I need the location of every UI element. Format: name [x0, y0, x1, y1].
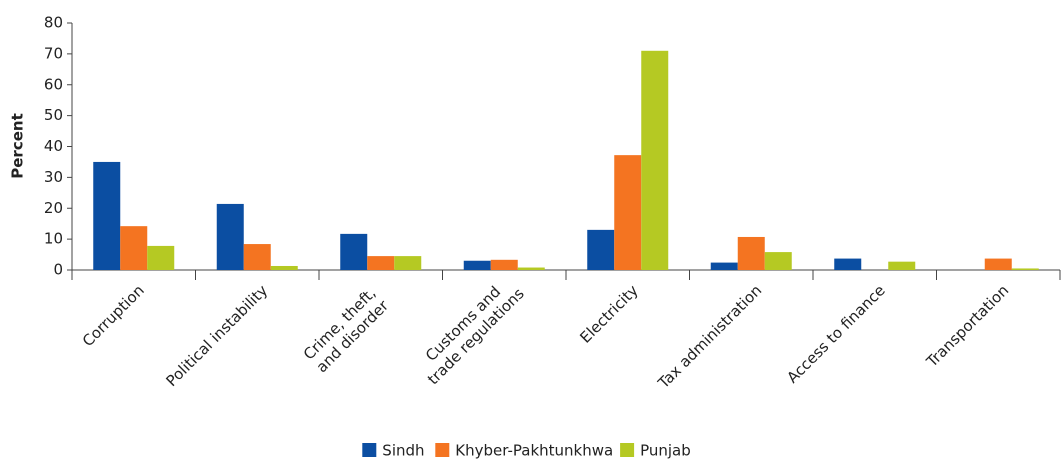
bar	[490, 259, 518, 270]
bar	[243, 244, 271, 270]
bar	[614, 155, 642, 270]
bar	[394, 256, 422, 270]
legend-label: Punjab	[640, 442, 691, 460]
bar	[710, 262, 738, 270]
bar	[834, 258, 862, 270]
bar	[147, 245, 175, 270]
y-axis-label: Percent	[9, 113, 27, 178]
bar	[764, 252, 792, 270]
y-tick-label: 20	[44, 199, 63, 217]
bar	[1011, 268, 1039, 270]
bar	[641, 50, 669, 270]
bar	[120, 226, 148, 270]
x-tick-label-line: Access to finance	[783, 281, 888, 386]
y-tick-label: 50	[44, 106, 63, 124]
x-tick-label: Political instability	[163, 281, 272, 390]
y-tick-label: 40	[44, 137, 63, 155]
bar	[737, 236, 765, 270]
bar	[517, 267, 545, 270]
bar	[984, 258, 1012, 270]
x-tick-label: Corruption	[79, 281, 148, 350]
x-tick-label: Electricity	[576, 281, 642, 347]
x-tick-label-line: Political instability	[163, 281, 272, 390]
x-tick-label-line: Transportation	[922, 281, 1012, 371]
bar	[587, 229, 615, 270]
x-tick-label-line: Electricity	[576, 281, 642, 347]
y-tick-label: 60	[44, 75, 63, 93]
x-tick-label-line: Corruption	[79, 281, 148, 350]
y-tick-label: 30	[44, 168, 63, 186]
bar	[888, 261, 916, 270]
bar	[340, 233, 368, 270]
x-tick-label: Transportation	[922, 281, 1012, 371]
legend-swatch	[620, 443, 635, 457]
legend-swatch	[362, 443, 377, 457]
y-tick-label: 80	[44, 14, 63, 32]
legend-swatch	[435, 443, 450, 457]
x-tick-label: Access to finance	[783, 281, 888, 386]
bar	[93, 161, 121, 270]
y-tick-label: 0	[53, 261, 63, 279]
legend-label: Khyber-Pakhtunkhwa	[455, 442, 613, 460]
x-tick-label: Tax administration	[654, 281, 765, 392]
legend-label: Sindh	[382, 442, 424, 460]
bar	[463, 260, 491, 270]
x-tick-label: Crime, theft,and disorder	[300, 284, 393, 376]
y-tick-label: 10	[44, 230, 63, 248]
x-tick-label-line: Tax administration	[654, 281, 765, 392]
bar	[216, 203, 244, 270]
y-tick-label: 70	[44, 44, 63, 62]
bar	[367, 256, 395, 270]
bar	[270, 265, 298, 270]
